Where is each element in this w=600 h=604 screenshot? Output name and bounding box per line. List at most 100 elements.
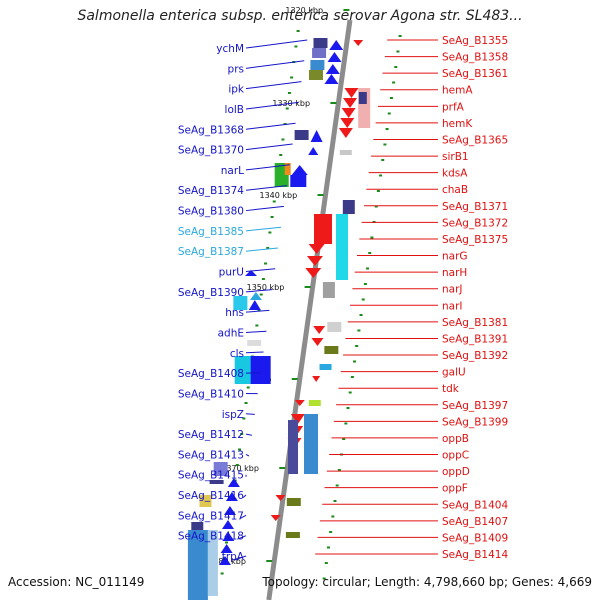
tick-dot xyxy=(368,252,371,254)
tick-dot xyxy=(347,407,350,409)
tick-dot xyxy=(260,294,263,296)
gene-arrow-forward xyxy=(292,165,308,175)
left-gene-label: SeAg_B1416 xyxy=(178,490,244,502)
gene-arrow-reverse xyxy=(313,326,325,334)
tick-dot xyxy=(325,562,328,564)
right-gene-label: SeAg_B1358 xyxy=(442,52,508,64)
gene-arrow-forward xyxy=(328,52,342,62)
gene-arrow-reverse xyxy=(307,256,323,266)
gene-block xyxy=(247,340,261,346)
left-gene-label: narL xyxy=(221,165,244,177)
left-label-leader xyxy=(246,248,278,251)
right-gene-label: narJ xyxy=(442,284,463,296)
left-gene-label: SeAg_B1413 xyxy=(178,449,244,461)
left-gene-label: ispZ xyxy=(222,409,244,421)
gene-block xyxy=(191,522,203,530)
gene-arrow-reverse xyxy=(342,108,356,118)
left-gene-label: SeAg_B1417 xyxy=(178,510,244,522)
tick-dot xyxy=(344,423,347,425)
left-label-leader xyxy=(246,206,284,210)
left-label-leader xyxy=(246,454,249,456)
gene-arrow-reverse xyxy=(305,268,321,278)
gene-block xyxy=(323,282,335,298)
tick-dot xyxy=(334,500,337,502)
tick-dot xyxy=(357,330,360,332)
right-gene-label: prfA xyxy=(442,101,465,113)
gene-block xyxy=(290,175,306,187)
tick-dot xyxy=(297,30,300,32)
gene-block xyxy=(286,532,300,538)
right-gene-label: SeAg_B1391 xyxy=(442,333,508,345)
tick-dot xyxy=(286,108,289,110)
gene-arrow-forward xyxy=(250,292,262,300)
left-gene-label: SeAg_B1418 xyxy=(178,531,244,543)
gene-block xyxy=(312,48,326,58)
tick-dot xyxy=(351,376,354,378)
kbp-tick-mark xyxy=(266,560,272,562)
accession-text: Accession: NC_011149 xyxy=(8,575,144,589)
left-gene-label: cls xyxy=(230,348,244,360)
gene-block xyxy=(304,414,318,474)
left-label-leader xyxy=(246,123,296,129)
kbp-tick-label: 1340 kbp xyxy=(260,191,298,200)
left-label-leader xyxy=(246,227,281,231)
gene-block xyxy=(310,60,324,70)
right-gene-label: narG xyxy=(442,251,468,263)
left-label-leader xyxy=(246,269,275,272)
left-label-leader xyxy=(246,414,255,415)
tick-dot xyxy=(264,263,267,265)
right-gene-label: oppB xyxy=(442,433,469,445)
tick-dot xyxy=(271,216,274,218)
right-gene-label: SeAg_B1355 xyxy=(442,35,508,47)
gene-block xyxy=(336,214,348,280)
tick-dot xyxy=(268,232,271,234)
right-gene-label: SeAg_B1414 xyxy=(442,549,508,561)
tick-dot xyxy=(281,139,284,141)
left-gene-label: ipk xyxy=(228,84,245,96)
gene-block xyxy=(309,70,323,80)
right-gene-label: SeAg_B1372 xyxy=(442,217,508,229)
left-label-leader xyxy=(246,144,293,150)
gene-arrow-forward xyxy=(324,74,338,84)
tick-dot xyxy=(360,314,363,316)
tick-dot xyxy=(394,66,397,68)
left-gene-label: SeAg_B1412 xyxy=(178,429,244,441)
right-gene-label: SeAg_B1392 xyxy=(442,350,508,362)
right-gene-label: narI xyxy=(442,300,463,312)
gene-block xyxy=(295,130,309,140)
right-gene-label: SeAg_B1409 xyxy=(442,532,508,544)
tick-dot xyxy=(353,361,356,363)
tick-dot xyxy=(279,154,282,156)
left-gene-label: SeAg_B1368 xyxy=(178,124,244,136)
tick-dot xyxy=(396,51,399,53)
tick-dot xyxy=(273,201,276,203)
right-gene-label: SeAg_B1397 xyxy=(442,400,508,412)
right-gene-label: hemK xyxy=(442,118,473,130)
left-gene-label: SeAg_B1387 xyxy=(178,246,244,258)
tick-dot xyxy=(381,159,384,161)
tick-dot xyxy=(349,392,352,394)
tick-dot xyxy=(383,144,386,146)
left-gene-label: SeAg_B1408 xyxy=(178,368,244,380)
tick-dot xyxy=(236,464,239,466)
left-label-leader xyxy=(246,186,287,191)
left-gene-label: SeAg_B1374 xyxy=(178,185,244,197)
right-gene-label: chaB xyxy=(442,184,468,196)
left-label-leader xyxy=(246,331,266,332)
right-gene-label: oppC xyxy=(442,450,469,462)
left-gene-label: SeAg_B1385 xyxy=(178,226,244,238)
left-gene-label: trpA xyxy=(222,551,245,563)
tick-dot xyxy=(247,387,250,389)
gene-block xyxy=(343,200,355,214)
left-gene-label: prs xyxy=(228,63,244,75)
gene-block xyxy=(287,498,301,506)
tick-dot xyxy=(364,283,367,285)
right-gene-label: galU xyxy=(442,367,466,379)
gene-arrow-reverse xyxy=(343,98,357,108)
kbp-tick-mark xyxy=(330,102,336,104)
right-gene-label: SeAg_B1407 xyxy=(442,516,508,528)
right-gene-label: sirB1 xyxy=(442,151,469,163)
right-gene-label: narH xyxy=(442,267,467,279)
gene-block xyxy=(251,356,271,384)
